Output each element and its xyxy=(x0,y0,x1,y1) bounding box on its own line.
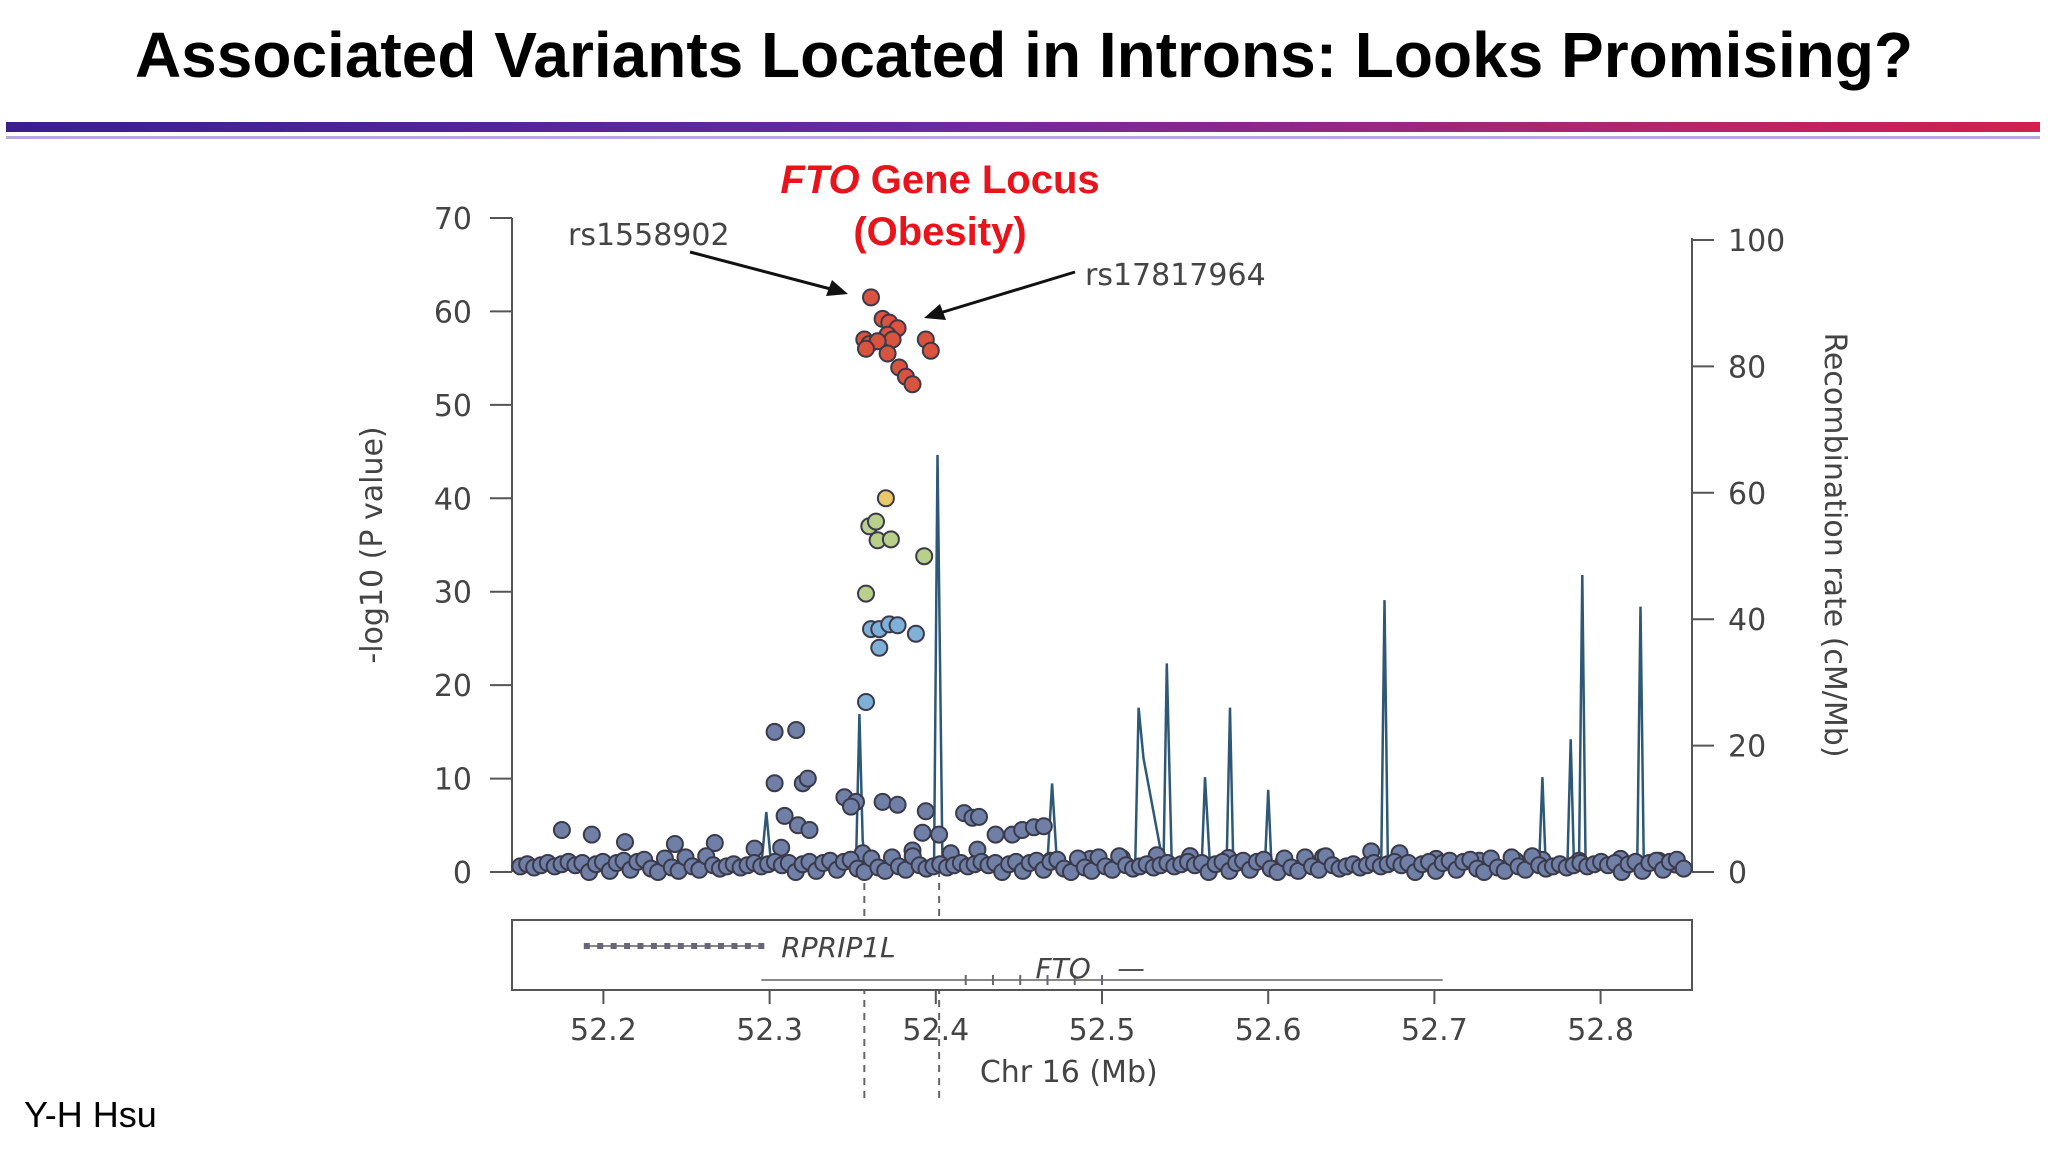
points-layer xyxy=(511,288,1693,881)
gene-exon xyxy=(731,943,738,949)
data-point xyxy=(913,823,932,842)
data-point xyxy=(881,530,900,549)
y-tick-label: 10 xyxy=(434,763,472,798)
gene-exon xyxy=(637,943,644,949)
gene-exon xyxy=(664,943,671,949)
y-tick-label: 50 xyxy=(434,389,472,424)
data-point xyxy=(842,797,860,816)
recombination-layer xyxy=(520,454,1692,867)
gene-label: FTO xyxy=(1036,952,1091,985)
data-point xyxy=(970,807,988,826)
annotation-arrowhead xyxy=(924,304,946,320)
x-tick-label: 52.8 xyxy=(1567,1013,1634,1048)
gene-exon xyxy=(744,943,751,949)
data-point xyxy=(916,802,935,821)
y-right-tick-label: 60 xyxy=(1728,477,1766,512)
data-point xyxy=(616,833,634,852)
gene-exon xyxy=(718,943,725,949)
data-point xyxy=(1034,817,1053,836)
data-point xyxy=(903,375,922,394)
chart-heading-gene: FTO xyxy=(780,158,860,202)
data-point xyxy=(888,616,907,635)
data-point xyxy=(930,825,949,844)
y-right-tick-label: 40 xyxy=(1728,603,1766,638)
data-point xyxy=(552,821,571,839)
title-gradient-rule xyxy=(6,122,2040,132)
data-point xyxy=(798,769,817,788)
gene-exon xyxy=(597,943,604,949)
y-tick-label: 60 xyxy=(434,295,472,330)
data-point xyxy=(705,834,724,852)
y-right-tick-label: 20 xyxy=(1728,730,1766,765)
gene-exon xyxy=(691,943,698,949)
data-point xyxy=(787,721,806,739)
gene-exon xyxy=(758,943,765,949)
annotation-layer: rs1558902 rs17817964 xyxy=(568,218,1266,320)
chart-heading-line2: (Obesity) xyxy=(853,210,1027,254)
x-tick-label: 52.7 xyxy=(1401,1013,1468,1048)
data-point xyxy=(800,821,819,839)
data-point xyxy=(765,722,784,741)
y-tick-label: 30 xyxy=(434,576,472,611)
data-point xyxy=(921,341,940,360)
y-tick-label: 0 xyxy=(453,856,472,891)
data-point xyxy=(765,774,784,793)
chart-heading: FTO Gene Locus (Obesity) xyxy=(700,154,1180,258)
title-thin-rule xyxy=(6,136,2040,139)
data-point xyxy=(888,795,907,814)
data-point xyxy=(873,792,892,811)
gene-track-box xyxy=(511,919,1693,991)
data-point xyxy=(775,806,794,825)
x-axis-label: Chr 16 (Mb) xyxy=(980,1055,1158,1090)
data-point xyxy=(1674,859,1693,878)
data-point xyxy=(870,638,889,657)
data-point xyxy=(857,693,875,711)
gene-exon xyxy=(704,943,711,949)
y-tick-label: 20 xyxy=(434,669,472,704)
data-point xyxy=(582,825,601,844)
data-point xyxy=(876,489,895,508)
recombination-rate-line xyxy=(520,454,1692,867)
data-point xyxy=(857,584,875,603)
data-point xyxy=(878,344,897,363)
y-right-tick-label: 80 xyxy=(1728,350,1766,385)
data-point xyxy=(862,288,880,307)
chart-heading-rest: Gene Locus xyxy=(870,158,1100,202)
annotation-arrow xyxy=(689,250,843,294)
y-axis-label-left: -log10 (P value) xyxy=(355,426,390,663)
annotation-label: rs17817964 xyxy=(1085,258,1266,293)
y-right-tick-label: 0 xyxy=(1728,856,1747,891)
gene-exon xyxy=(650,943,657,949)
gene-track: RPRIP1L FTO xyxy=(511,919,1693,991)
x-tick-label: 52.4 xyxy=(902,1013,969,1048)
annotation-arrow xyxy=(929,270,1076,318)
y-right-tick-label: 100 xyxy=(1728,224,1785,259)
y-tick-label: 70 xyxy=(434,202,472,237)
data-point xyxy=(665,835,684,853)
x-tick-label: 52.6 xyxy=(1235,1013,1302,1048)
x-tick-label: 52.5 xyxy=(1069,1013,1136,1048)
gene-exon xyxy=(624,943,631,949)
x-tick-label: 52.2 xyxy=(570,1013,637,1048)
slide-title: Associated Variants Located in Introns: … xyxy=(134,19,1914,91)
data-point xyxy=(915,547,934,566)
annotation-arrowhead xyxy=(826,280,848,296)
gene-exon xyxy=(610,943,617,949)
data-point xyxy=(857,339,875,358)
y-tick-label: 40 xyxy=(434,482,472,517)
gene-exon xyxy=(677,943,684,949)
y-axis-label-right: Recombination rate (cM/Mb) xyxy=(1817,332,1852,757)
annotation-label: rs1558902 xyxy=(568,218,730,253)
data-point xyxy=(867,512,885,531)
data-point xyxy=(906,624,925,643)
gene-label: RPRIP1L xyxy=(781,931,895,964)
author-credit: Y-H Hsu xyxy=(24,1094,157,1135)
gene-exon xyxy=(583,943,590,949)
x-tick-label: 52.3 xyxy=(736,1013,803,1048)
data-point xyxy=(986,825,1005,844)
